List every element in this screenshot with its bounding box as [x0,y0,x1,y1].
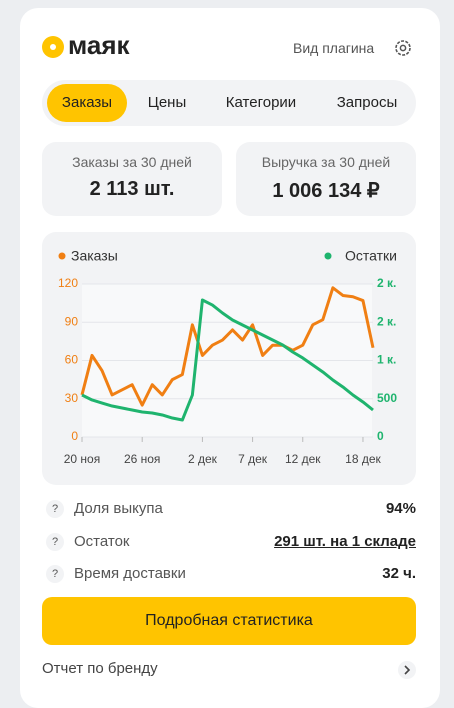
tab[interactable]: Категории [225,94,297,111]
tab[interactable]: Заказы [47,84,127,122]
y-tick-label: 90 [65,314,79,328]
chevron[interactable] [398,661,416,679]
stat-value: 2 113 шт. [89,178,175,200]
tab[interactable]: Цены [147,94,187,111]
hint[interactable]: ? [46,565,64,583]
logo-icon [42,36,64,58]
metric-label: Время доставки [74,565,186,582]
x-tick-label: 2 дек [188,452,218,466]
metric-row: ? Доля выкупа 94% [42,497,416,521]
tabs: Заказы Цены Категории Запросы [42,80,416,126]
x-tick-label: 18 дек [345,452,381,466]
metric-label: Доля выкупа [74,500,163,517]
metric-value: 32 ч. [382,565,416,582]
x-tick-label: 20 ноя [64,452,100,466]
stat-label: Заказы за 30 дней [72,154,192,170]
series-line [80,286,375,407]
hint[interactable]: ? [46,500,64,518]
y-tick-label: 60 [65,353,79,367]
y-tick-label: 30 [65,391,79,405]
stat-label: Выручка за 30 дней [261,154,391,170]
legend-swatch [58,252,66,260]
chart: 0 30 60 90 120 0 500 1 к. 2 к. 2 к. 20 ноя 26 ноя 2 … [42,232,416,485]
x-tick-label: 7 дек [238,452,268,466]
tab[interactable]: Запросы [336,94,398,111]
metric-label: Остаток [74,533,130,550]
page: маяк Вид плагина Заказы Цены Категории З… [20,8,440,708]
series-line [81,298,374,422]
metric-row: ? Время доставки 32 ч. [42,562,416,586]
y2-tick-label: 0 [377,429,384,443]
stat-box: Выручка за 30 дней 1 006 134 ₽ [236,142,416,216]
metric-value[interactable]: 291 шт. на 1 складе [274,533,416,550]
hint[interactable]: ? [46,533,64,551]
logo: маяк [68,30,130,60]
y2-tick-label: 500 [377,391,397,405]
metric-row: ? Остаток 291 шт. на 1 складе [42,530,416,554]
settings-link[interactable]: Вид плагина [293,40,375,56]
legend-label: Заказы [71,248,118,264]
y-tick-label: 120 [58,276,78,290]
details-button[interactable]: Подробная статистика [42,597,416,645]
legend-label: Остатки [345,248,397,264]
y2-tick-label: 2 к. [377,314,396,328]
stat-value: 1 006 134 ₽ [272,180,380,202]
y-tick-label: 0 [71,429,78,443]
x-tick-label: 26 ноя [124,452,160,466]
metric-value: 94% [385,500,416,517]
gear-icon[interactable] [394,39,412,57]
brand-report-link[interactable]: Отчет по бренду [42,660,158,677]
y2-tick-label: 1 к. [377,353,396,367]
legend-swatch [324,252,332,260]
y2-tick-label: 2 к. [377,276,396,290]
stat-box: Заказы за 30 дней 2 113 шт. [42,142,222,216]
x-tick-label: 12 дек [285,452,321,466]
